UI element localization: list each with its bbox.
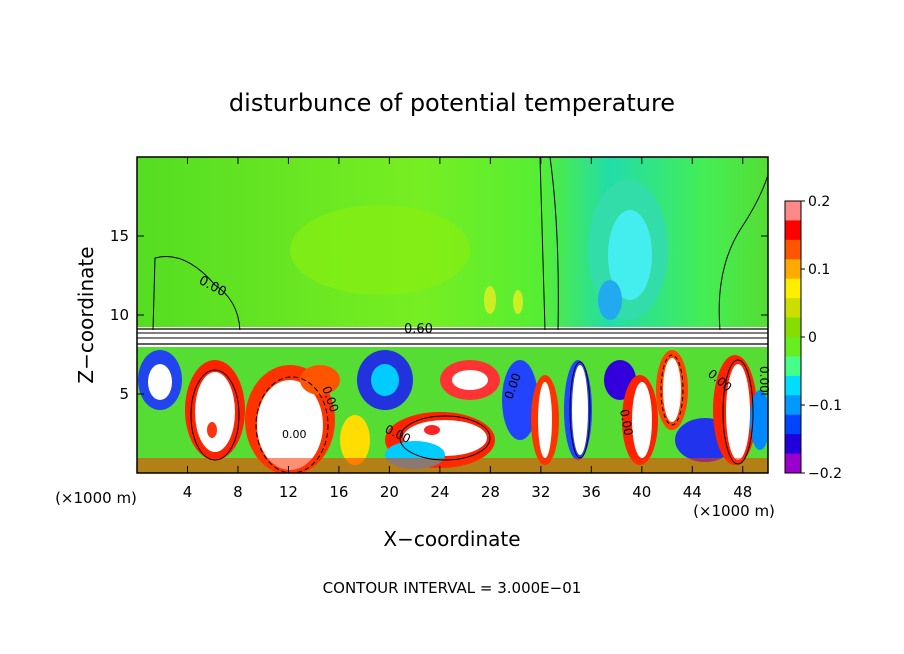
colorbar-swatch: [785, 201, 801, 221]
x-tick-label: 4: [183, 483, 193, 501]
contour-lines: [152, 157, 768, 473]
colorbar-swatch: [785, 356, 801, 377]
x-tick-label: 40: [632, 483, 651, 501]
x-tick-label: 20: [380, 483, 399, 501]
x-axis-title: X−coordinate: [383, 527, 520, 551]
x-tick-label: 24: [430, 483, 449, 501]
colorbar-tick-label: −0.2: [808, 466, 842, 482]
contour-label: 0.00: [757, 366, 771, 393]
x-tick-label: 44: [683, 483, 702, 501]
contour-label: 0.00: [282, 428, 307, 441]
colorbar-swatch: [785, 278, 801, 299]
warm-patch: [290, 205, 470, 295]
contour-label: 0.60: [404, 322, 433, 337]
colorbar-swatch: [785, 375, 801, 396]
colorbar-tick-label: 0.2: [808, 194, 830, 210]
colorbar-swatch: [785, 298, 801, 319]
x-tick-label: 8: [233, 483, 243, 501]
colorbar-swatch: [785, 414, 801, 435]
y-tick-label: 5: [119, 385, 129, 403]
contour-interval-note: CONTOUR INTERVAL = 3.000E−01: [323, 579, 582, 597]
chart-title: disturbunce of potential temperature: [229, 89, 675, 117]
x-tick-label: 32: [531, 483, 550, 501]
x-tick-label: 28: [481, 483, 500, 501]
y-axis: 5 10 15: [110, 227, 768, 403]
colorbar-tick-label: −0.1: [808, 398, 842, 414]
colorbar-swatch: [785, 239, 801, 260]
colorbar-tick-label: 0.1: [808, 262, 830, 278]
colorbar-tick-label: 0: [808, 330, 817, 346]
x-axis: 4 8 12 16 20 24 28 32 36 40 44 48: [183, 157, 752, 501]
turbulent-eddies: [137, 350, 768, 473]
y-tick-label: 10: [110, 306, 129, 324]
plot-area: [137, 157, 768, 473]
cool-plume-edge: [598, 280, 622, 320]
colorbar-swatch: [785, 337, 801, 357]
x-tick-label: 36: [582, 483, 601, 501]
cool-plume-core: [608, 210, 652, 300]
colorbar-swatch: [785, 434, 801, 455]
y-axis-title: Z−coordinate: [74, 246, 98, 383]
warm-spot-2: [513, 290, 523, 314]
x-unit-label-left: (×1000 m): [55, 489, 137, 507]
colorbar-swatch: [785, 453, 801, 474]
warm-spot-1: [484, 286, 496, 314]
boundary-band: [137, 327, 768, 347]
x-tick-label: 16: [329, 483, 348, 501]
x-tick-label: 48: [733, 483, 752, 501]
colorbar-swatch: [785, 220, 801, 241]
colorbar: −0.2 −0.1 0 0.1 0.2: [784, 194, 842, 482]
colorbar-swatch: [785, 259, 801, 280]
colorbar-swatch: [785, 317, 801, 338]
y-tick-label: 15: [110, 227, 129, 245]
x-unit-label-right: (×1000 m): [693, 502, 775, 520]
colorbar-swatch: [785, 395, 801, 416]
x-tick-label: 12: [279, 483, 298, 501]
contour-label: 0.00: [617, 408, 635, 437]
